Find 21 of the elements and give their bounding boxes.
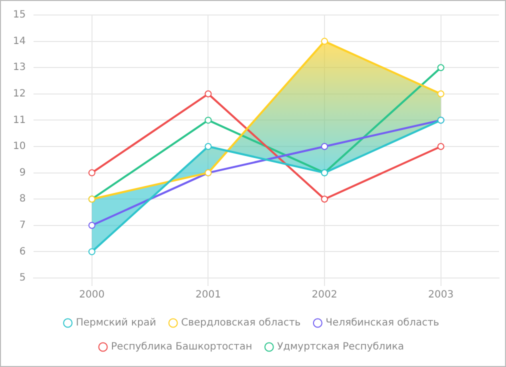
y-tick-label: 13 (12, 62, 26, 74)
y-tick-label: 15 (12, 10, 26, 21)
point (88, 248, 96, 256)
y-tick-label: 9 (19, 167, 26, 178)
x-tick-label: 2000 (79, 290, 105, 301)
y-tick-label: 11 (12, 114, 26, 126)
y-tick-label: 8 (19, 194, 26, 205)
x-tick-label: 2001 (195, 290, 221, 301)
legend-label: Челябинская область (326, 318, 440, 329)
y-tick-label: 12 (12, 88, 26, 100)
x-tick-label: 2003 (428, 290, 454, 301)
legend-label: Республика Башкортостан (111, 342, 252, 353)
y-tick-label: 5 (19, 272, 26, 284)
y-tick-label: 7 (19, 220, 26, 231)
x-tick-label: 2002 (312, 290, 338, 301)
y-tick-label: 6 (19, 246, 26, 258)
y-tick-label: 10 (12, 141, 26, 152)
y-tick-label: 14 (12, 36, 26, 47)
legend-label: Свердловская область (181, 318, 301, 329)
legend-label: Пермский край (76, 318, 156, 329)
legend-label: Удмуртская Республика (277, 342, 404, 353)
